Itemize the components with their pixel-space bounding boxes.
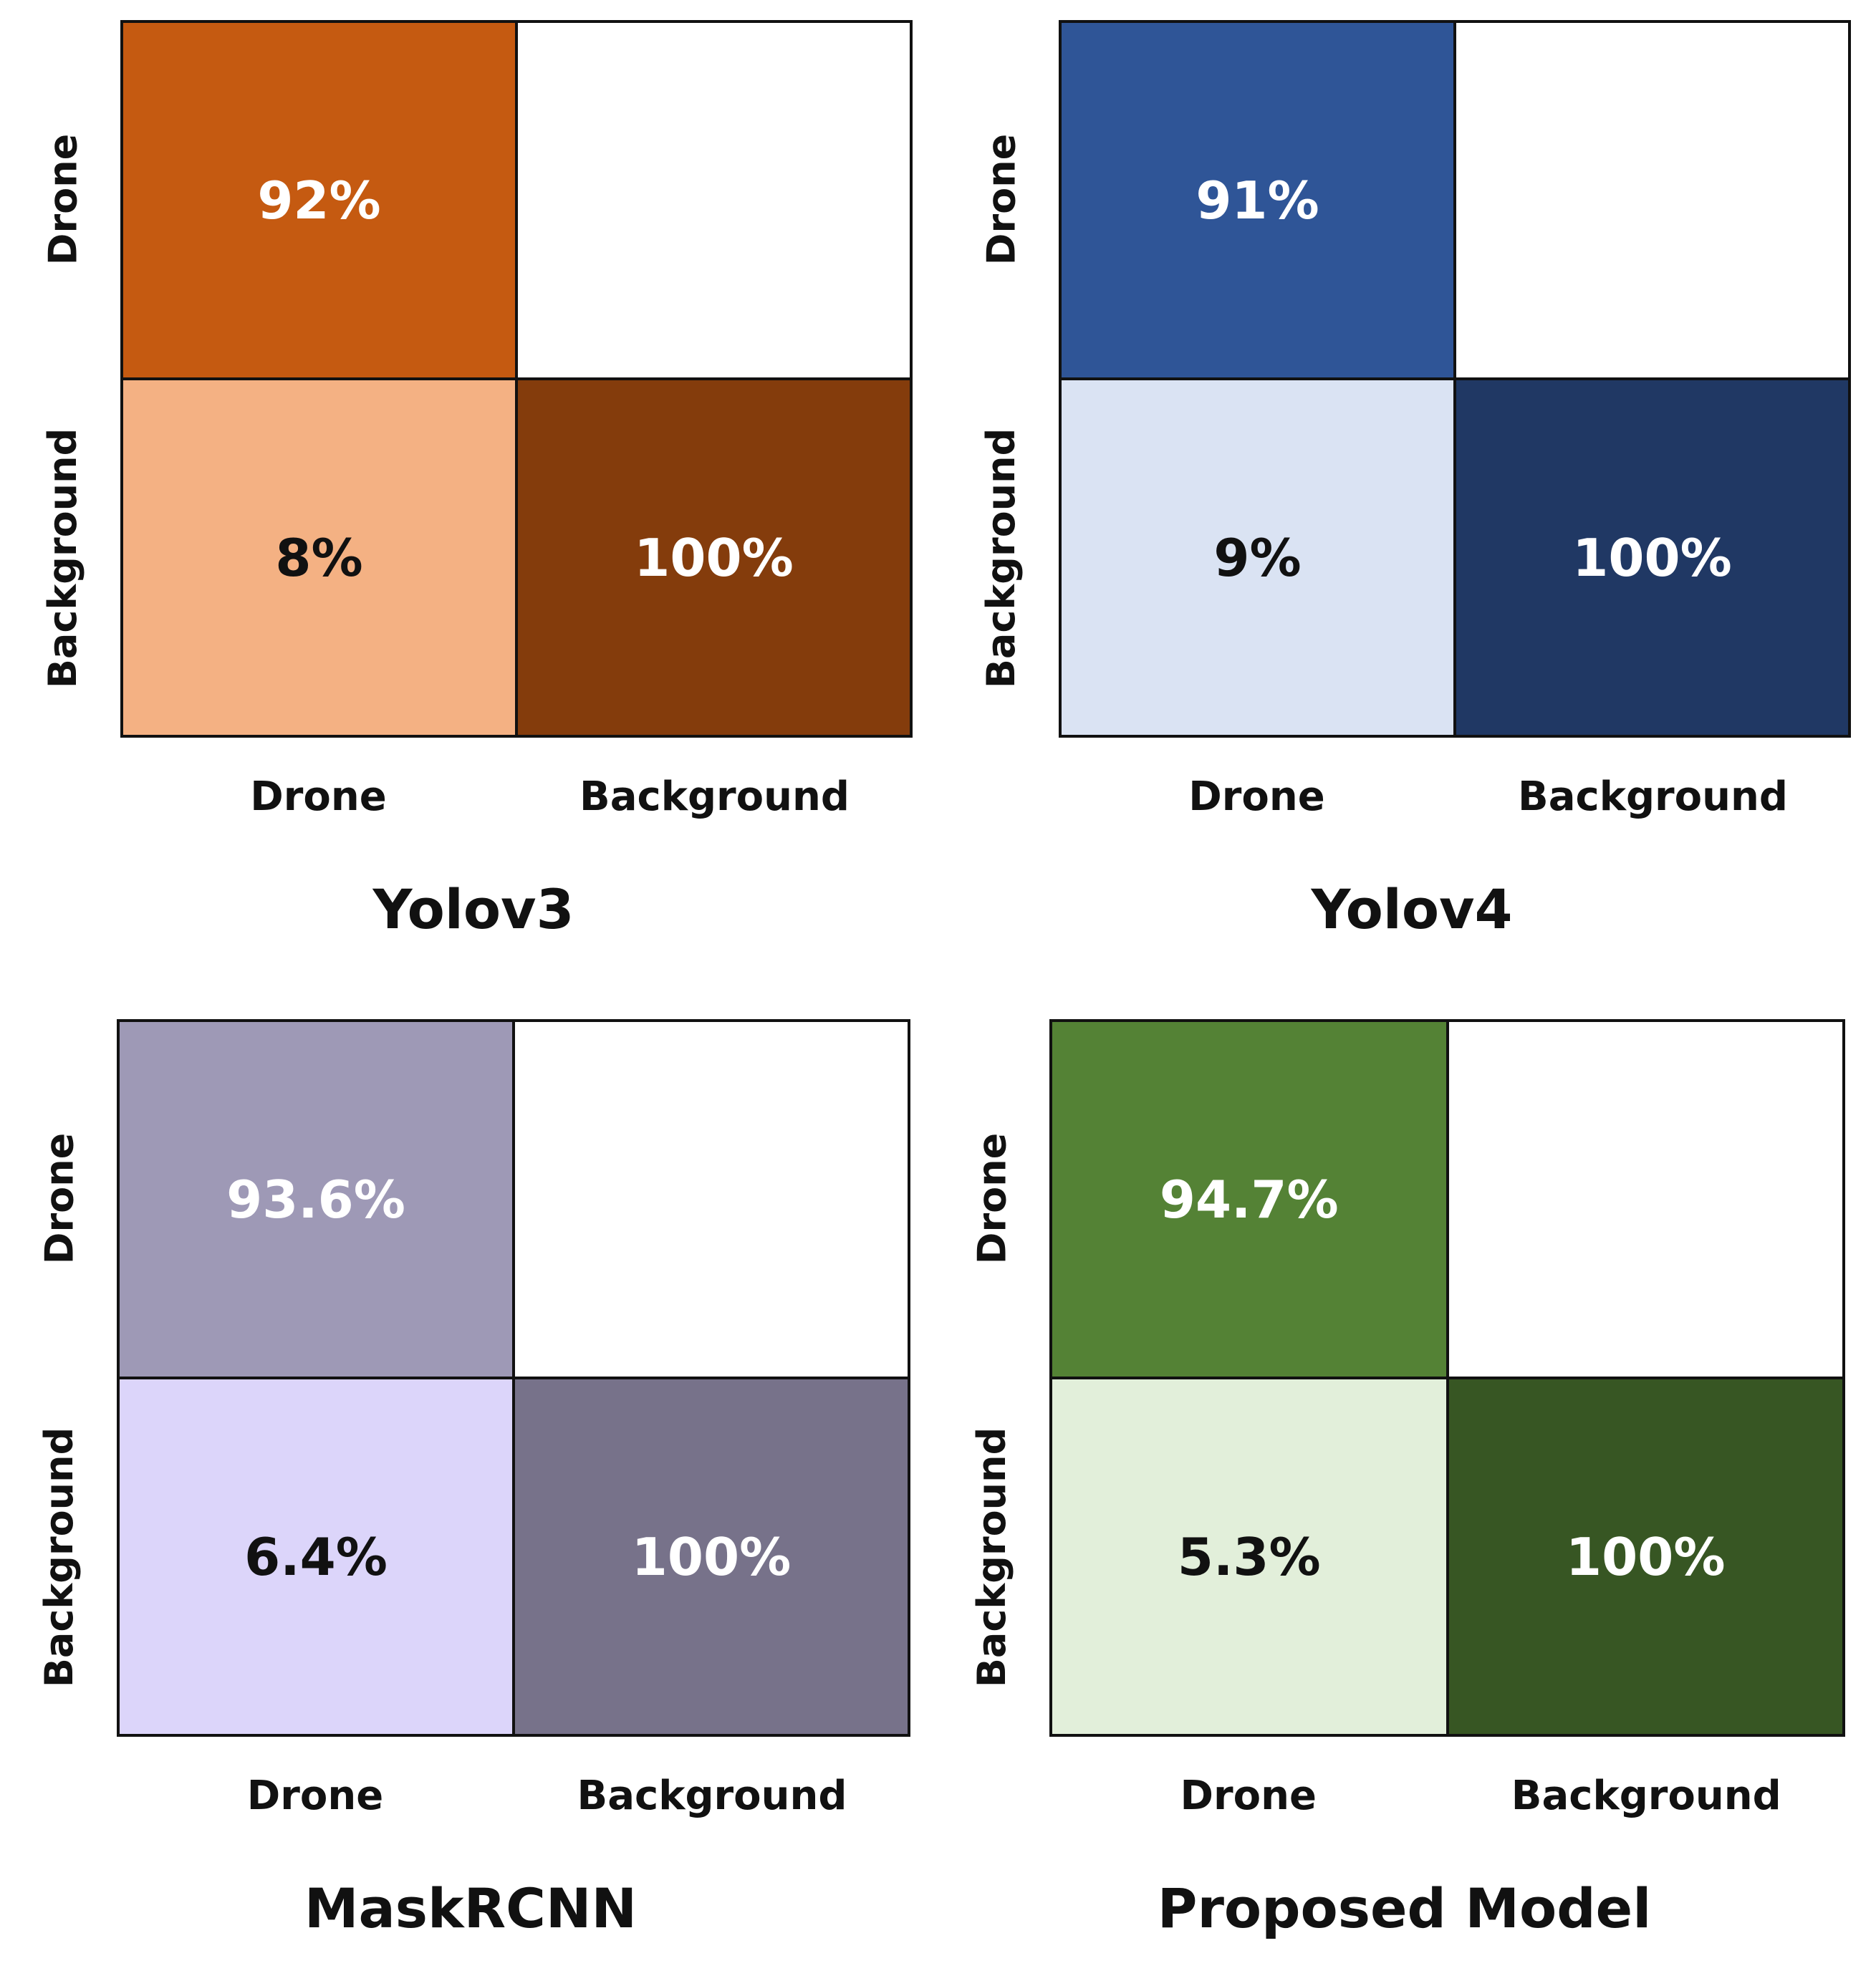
matrix-cell (515, 1022, 908, 1377)
y-axis-label: Drone (966, 20, 1037, 379)
x-axis-label: Background (577, 1773, 847, 1819)
confusion-matrix-panel: Drone Background 92% 8% 100% Drone Background Y… (0, 0, 931, 982)
y-axis-label: Background (966, 379, 1037, 738)
chart-title: Yolov3 (372, 877, 574, 941)
x-axis-label: Background (1518, 773, 1788, 820)
y-axis-label-text: Background (978, 428, 1024, 689)
matrix-cell (518, 23, 910, 377)
matrix-cell: 93.6% (120, 1022, 512, 1377)
y-axis-label-text: Drone (978, 133, 1024, 266)
y-axis-label: Drone (27, 20, 99, 379)
y-axis-label-text: Background (37, 1427, 82, 1688)
chart-title: Proposed Model (1157, 1876, 1652, 1940)
matrix-cell: 5.3% (1052, 1379, 1446, 1734)
chart-title: Yolov4 (1311, 877, 1513, 941)
matrix-cell: 100% (518, 380, 910, 735)
y-axis-label: Background (27, 379, 99, 738)
confusion-matrix-grid: 93.6% 6.4% 100% (117, 1019, 910, 1737)
y-axis-label-text: Drone (40, 133, 86, 266)
y-axis-label: Background (956, 1378, 1028, 1737)
x-axis-label: Background (1511, 1773, 1781, 1819)
y-axis-label-text: Background (969, 1427, 1015, 1688)
matrix-cell: 6.4% (120, 1379, 512, 1734)
y-axis-label-text: Background (40, 428, 86, 689)
matrix-cell: 94.7% (1052, 1022, 1446, 1377)
matrix-cell: 100% (515, 1379, 908, 1734)
y-axis-label: Drone (24, 1019, 95, 1378)
matrix-cell: 100% (1456, 380, 1848, 735)
matrix-cell: 8% (123, 380, 515, 735)
matrix-cell: 100% (1448, 1379, 1842, 1734)
matrix-cell: 9% (1062, 380, 1453, 735)
x-axis-label: Drone (246, 1773, 384, 1819)
x-axis-label: Background (579, 773, 850, 820)
x-axis-label: Drone (250, 773, 387, 820)
confusion-matrix-panel: Drone Background 91% 9% 100% Drone Background Y… (938, 0, 1870, 982)
chart-title: MaskRCNN (304, 1876, 638, 1940)
matrix-cell: 91% (1062, 23, 1453, 377)
x-axis-label: Drone (1188, 773, 1325, 820)
confusion-matrix-panel: Drone Background 93.6% 6.4% 100% Drone Backgro… (0, 999, 931, 1981)
confusion-matrix-grid: 92% 8% 100% (120, 20, 913, 738)
x-axis-label: Drone (1180, 1773, 1317, 1819)
y-axis-label: Drone (956, 1019, 1028, 1378)
y-axis-label: Background (24, 1378, 95, 1737)
matrix-cell: 92% (123, 23, 515, 377)
matrix-cell (1448, 1022, 1842, 1377)
y-axis-label-text: Drone (969, 1132, 1015, 1265)
confusion-matrix-grid: 94.7% 5.3% 100% (1049, 1019, 1845, 1737)
y-axis-label-text: Drone (37, 1132, 82, 1265)
confusion-matrix-panel: Drone Background 94.7% 5.3% 100% Drone Backgro… (938, 999, 1870, 1981)
matrix-cell (1456, 23, 1848, 377)
confusion-matrix-grid: 91% 9% 100% (1059, 20, 1851, 738)
